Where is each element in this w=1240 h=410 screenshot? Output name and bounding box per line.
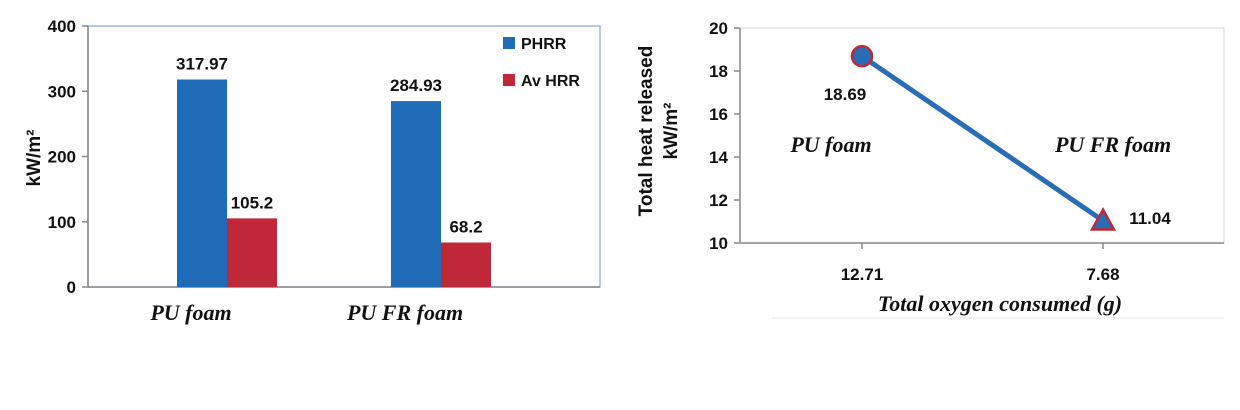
bar-y-ticks: 0 100 200 300 400 [48, 17, 88, 297]
line-y-tick-label: 12 [709, 191, 728, 210]
bar-x-categories: PU foam PU FR foam [149, 300, 463, 325]
bar-y-tick-label: 300 [48, 82, 76, 101]
line-x-categories: 12.71 7.68 [841, 243, 1120, 284]
bar-chart-frame [87, 25, 601, 288]
line-y-ticks: 10 12 14 16 18 20 [709, 19, 740, 253]
line-point-labels: 18.69 11.04 [824, 85, 1172, 228]
annotation: PU FR foam [1054, 132, 1171, 157]
bar-data-label: 284.93 [390, 76, 442, 95]
data-point [850, 44, 874, 68]
bar-x-category-label: PU FR foam [346, 300, 463, 325]
annotation: PU foam [789, 132, 871, 157]
legend-swatch [503, 74, 515, 86]
bar-y-axis-title: kW/m² [24, 130, 45, 187]
data-point [1089, 207, 1117, 231]
legend-label: PHRR [521, 36, 567, 53]
line-y-tick-label: 20 [709, 19, 728, 38]
bar-marks [177, 79, 491, 288]
bar [177, 79, 227, 288]
legend-swatch [503, 37, 515, 49]
line-y-tick-label: 18 [709, 62, 728, 81]
bar-data-label: 105.2 [231, 193, 274, 212]
bar-data-labels: 317.97 284.93 105.2 68.2 [176, 55, 483, 237]
bar [391, 101, 441, 287]
line-y-tick-label: 10 [709, 234, 728, 253]
bar-y-tick-label: 400 [48, 17, 76, 36]
line-chart: 10 12 14 16 18 20 12.71 7.68 18.69 11.04 PU foa… [636, 19, 1225, 319]
line-y-tick-label: 14 [709, 148, 728, 167]
bar-y-tick-label: 100 [48, 213, 76, 232]
line-series [850, 44, 1117, 231]
line-annotations: PU foam PU FR foam [789, 132, 1171, 157]
bar-x-category-label: PU foam [149, 300, 231, 325]
line-y-axis-title-1: Total heat released [636, 46, 657, 217]
bar-chart: 0 100 200 300 400 317.97 284.93 105.2 68.2 PU f… [24, 17, 601, 325]
bar-y-tick-label: 200 [48, 148, 76, 167]
bar [227, 218, 277, 287]
bar-legend: PHRR Av HRR [503, 36, 580, 90]
line-y-tick-label: 16 [709, 105, 728, 124]
bar-y-tick-label: 0 [67, 278, 76, 297]
line-x-tick-label: 12.71 [841, 265, 884, 284]
bar-data-label: 68.2 [449, 217, 482, 236]
point-label: 11.04 [1129, 209, 1171, 228]
bar-data-label: 317.97 [176, 55, 228, 74]
line-y-axis-title-2: kW/m² [661, 103, 682, 160]
bar [441, 242, 491, 287]
line-x-axis-title: Total oxygen consumed (g) [878, 291, 1122, 316]
legend-label: Av HRR [521, 73, 580, 90]
line-x-tick-label: 7.68 [1086, 265, 1119, 284]
series-line [859, 53, 1106, 224]
point-label: 18.69 [824, 85, 867, 104]
